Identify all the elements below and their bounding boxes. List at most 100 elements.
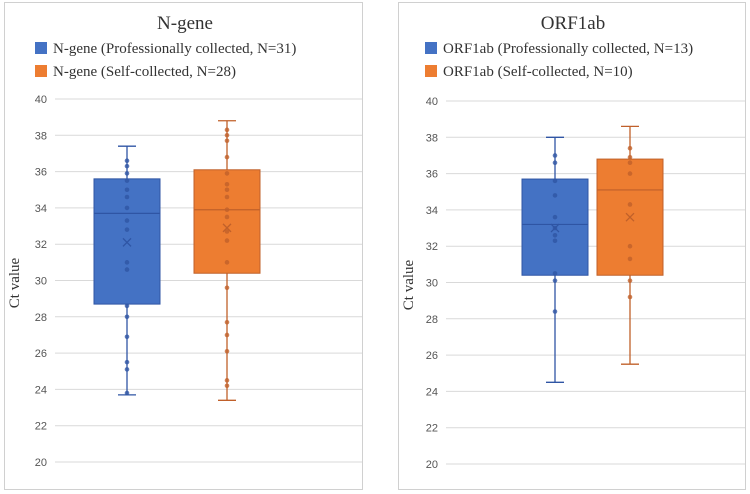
data-point <box>224 187 230 193</box>
y-tick-label: 24 <box>35 384 47 396</box>
data-point <box>124 163 130 169</box>
data-point <box>224 133 230 138</box>
legend: N-gene (Professionally collected, N=31) … <box>35 41 296 80</box>
mean-marker <box>625 212 635 222</box>
legend: ORF1ab (Professionally collected, N=13) … <box>425 41 693 80</box>
data-point <box>224 138 230 144</box>
data-point <box>627 243 633 249</box>
data-point <box>124 205 130 211</box>
data-point <box>224 348 230 354</box>
y-tick-label: 34 <box>35 203 47 215</box>
data-point <box>124 390 130 396</box>
y-tick-label: 24 <box>426 386 438 398</box>
legend-label-self: ORF1ab (Self-collected, N=10) <box>443 64 633 80</box>
data-point <box>552 238 558 244</box>
data-point <box>124 171 130 176</box>
y-tick-label: 26 <box>35 348 47 360</box>
y-tick-label: 40 <box>426 96 438 108</box>
data-point <box>124 314 130 320</box>
data-point <box>124 359 130 365</box>
y-tick-label: 22 <box>426 423 438 435</box>
data-point <box>627 160 633 166</box>
y-axis-label: Ct value <box>401 259 417 310</box>
y-tick-label: 30 <box>35 276 47 288</box>
y-tick-label: 32 <box>35 239 47 251</box>
data-point <box>552 271 558 276</box>
y-tick-label: 36 <box>35 167 47 179</box>
data-point <box>124 187 130 193</box>
data-point <box>552 225 558 231</box>
data-point <box>627 171 633 176</box>
data-point <box>552 153 558 158</box>
data-point <box>627 145 633 151</box>
data-point <box>224 332 230 338</box>
data-point <box>224 260 230 265</box>
data-point <box>627 202 633 207</box>
data-point <box>224 214 230 220</box>
data-point <box>124 194 130 200</box>
mean-marker <box>222 223 232 233</box>
data-point <box>224 127 230 133</box>
legend-swatch-self <box>35 65 47 77</box>
data-point <box>224 171 230 176</box>
y-tick-label: 38 <box>426 132 438 144</box>
legend-label-professional: ORF1ab (Professionally collected, N=13) <box>443 41 693 57</box>
data-point <box>224 319 230 325</box>
y-tick-label: 22 <box>35 421 47 433</box>
y-tick-label: 26 <box>426 350 438 362</box>
box <box>193 169 261 274</box>
data-point <box>627 278 633 283</box>
data-point <box>224 207 230 213</box>
data-point <box>224 194 230 200</box>
data-point <box>124 334 130 340</box>
y-tick-label: 36 <box>426 169 438 181</box>
data-point <box>552 278 558 283</box>
chart-panel-n-gene: N-gene N-gene (Professionally collected,… <box>4 2 363 490</box>
y-tick-label: 32 <box>426 241 438 253</box>
plot-area: 20 22 24 26 28 30 32 34 36 38 40 <box>426 96 745 471</box>
y-tick-label: 30 <box>426 278 438 290</box>
legend-label-self: N-gene (Self-collected, N=28) <box>53 64 236 80</box>
data-point <box>224 285 230 291</box>
legend-swatch-professional <box>35 42 47 54</box>
data-point <box>224 383 230 389</box>
chart-title: ORF1ab <box>541 13 605 34</box>
data-point <box>124 218 130 223</box>
data-point <box>552 309 558 314</box>
y-tick-label: 20 <box>426 459 438 471</box>
legend-swatch-self <box>425 65 437 77</box>
orf1ab-chart: ORF1ab ORF1ab (Professionally collected,… <box>401 13 745 471</box>
legend-label-professional: N-gene (Professionally collected, N=31) <box>53 41 296 57</box>
y-tick-label: 28 <box>35 312 47 324</box>
data-point <box>627 256 633 262</box>
data-point <box>224 229 230 234</box>
data-point <box>627 154 633 160</box>
data-point <box>552 178 558 184</box>
n-gene-chart: N-gene N-gene (Professionally collected,… <box>7 13 362 469</box>
y-tick-label: 20 <box>35 457 47 469</box>
y-axis-label: Ct value <box>7 257 23 308</box>
data-point <box>552 160 558 166</box>
data-point <box>552 193 558 198</box>
data-point <box>124 367 130 372</box>
data-point <box>124 158 130 164</box>
y-tick-label: 38 <box>35 130 47 142</box>
chart-panel-orf1ab: ORF1ab ORF1ab (Professionally collected,… <box>398 2 746 490</box>
data-point <box>552 214 558 220</box>
data-point <box>124 260 130 265</box>
data-point <box>224 182 230 187</box>
data-point <box>627 294 633 300</box>
data-point <box>124 178 130 183</box>
y-tick-label: 28 <box>426 314 438 326</box>
data-point <box>124 227 130 232</box>
legend-swatch-professional <box>425 42 437 54</box>
data-point <box>224 238 230 243</box>
data-point <box>552 233 558 238</box>
plot-area: 20 22 24 26 28 30 32 34 36 38 40 <box>35 94 362 469</box>
data-point <box>124 303 130 309</box>
data-point <box>124 267 130 272</box>
y-tick-label: 34 <box>426 205 438 217</box>
data-point <box>224 154 230 160</box>
mean-marker <box>122 237 132 247</box>
y-tick-label: 40 <box>35 94 47 106</box>
